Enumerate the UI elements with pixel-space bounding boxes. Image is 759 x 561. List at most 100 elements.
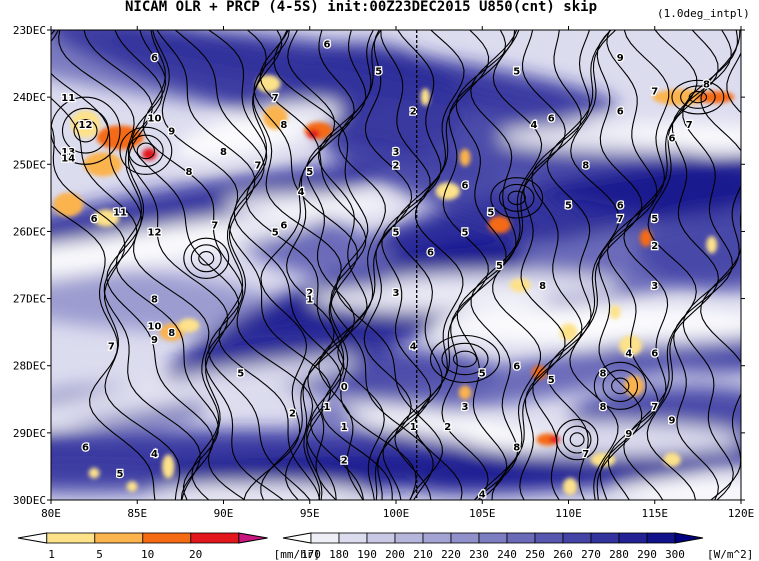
y-tick-label: 28DEC bbox=[13, 360, 46, 373]
olr-blob-light bbox=[174, 101, 342, 161]
u850-contour-ring bbox=[190, 244, 222, 273]
u850-contour-ring bbox=[136, 142, 156, 160]
contour-label: 8 bbox=[151, 295, 158, 306]
u850-contour-line bbox=[532, 30, 611, 500]
olr-colorbar-segment bbox=[618, 532, 648, 544]
precip-patch bbox=[549, 435, 561, 444]
contour-label: 10 bbox=[148, 113, 162, 124]
precip-colorbar-label: 1 bbox=[48, 548, 55, 561]
u850-contour-ring bbox=[671, 79, 725, 115]
u850-contour-line bbox=[253, 30, 417, 500]
u850-contour-ring bbox=[555, 418, 599, 461]
u850-contour-ring bbox=[593, 361, 647, 410]
u850-contour-line bbox=[623, 30, 719, 500]
contour-label: 7 bbox=[108, 342, 115, 353]
u850-contour-line bbox=[51, 30, 181, 500]
contour-label: 8 bbox=[280, 120, 287, 131]
precip-patch bbox=[142, 148, 157, 161]
olr-colorbar-label: 190 bbox=[357, 548, 377, 561]
olr-blob-light bbox=[154, 483, 362, 500]
olr-blob-light bbox=[51, 357, 359, 429]
u850-contour-line bbox=[243, 30, 336, 500]
precip-patch bbox=[53, 192, 84, 217]
contour-label: 12 bbox=[148, 227, 162, 238]
precip-patch bbox=[509, 278, 531, 293]
contour-label: 3 bbox=[393, 147, 400, 158]
contour-label: 7 bbox=[211, 221, 218, 232]
olr-colorbar-label: 260 bbox=[553, 548, 573, 561]
contour-label: 2 bbox=[393, 160, 400, 171]
contour-label: 1 bbox=[410, 422, 417, 433]
u850-contour-ring bbox=[73, 118, 98, 143]
u850-contour-ring bbox=[611, 377, 630, 395]
contour-label: 8 bbox=[186, 167, 193, 178]
x-tick-label: 105E bbox=[469, 507, 496, 520]
y-tick-label: 29DEC bbox=[13, 427, 46, 440]
contour-label: 6 bbox=[280, 221, 287, 232]
contour-label: 6 bbox=[324, 39, 331, 50]
contour-label: 6 bbox=[617, 107, 624, 118]
u850-contour-line bbox=[414, 30, 507, 500]
contour-label: 5 bbox=[393, 227, 400, 238]
contour-label: 7 bbox=[255, 160, 262, 171]
contour-label: 13 bbox=[61, 147, 75, 158]
precip-patch bbox=[488, 216, 511, 234]
precip-colorbar-upper-arrow bbox=[238, 532, 268, 544]
contour-label: 5 bbox=[651, 214, 658, 225]
precip-colorbar-lower-arrow bbox=[17, 532, 48, 544]
precip-colorbar-label: 5 bbox=[96, 548, 103, 561]
x-tick-label: 120E bbox=[728, 507, 755, 520]
olr-colorbar-segment bbox=[394, 532, 424, 544]
u850-contour-line bbox=[245, 30, 365, 500]
contour-label: 5 bbox=[479, 368, 486, 379]
contour-label: 7 bbox=[582, 449, 589, 460]
precip-patch bbox=[663, 452, 681, 467]
precip-patch bbox=[83, 152, 122, 177]
contour-label: 5 bbox=[272, 227, 279, 238]
u850-contour-line bbox=[252, 30, 393, 500]
contour-label: 5 bbox=[462, 227, 469, 238]
contour-label: 6 bbox=[462, 180, 469, 191]
olr-colorbar-label: 250 bbox=[525, 548, 545, 561]
u850-contour-ring bbox=[51, 96, 121, 165]
olr-blob-light bbox=[223, 194, 396, 215]
u850-contour-line bbox=[51, 205, 156, 500]
u850-contour-ring bbox=[128, 134, 164, 168]
contour-label: 6 bbox=[669, 133, 676, 144]
u850-contour-line bbox=[285, 30, 367, 500]
precip-colorbar-segment bbox=[190, 532, 240, 544]
u850-contour-ring bbox=[507, 190, 526, 206]
olr-blob bbox=[413, 451, 724, 495]
y-tick-label: 30DEC bbox=[13, 494, 46, 507]
precip-patch bbox=[458, 385, 472, 400]
contour-label: 7 bbox=[617, 214, 624, 225]
contour-label: 1 bbox=[324, 402, 331, 413]
olr-blob bbox=[296, 332, 741, 426]
olr-blob-light bbox=[378, 271, 621, 299]
olr-colorbar-units: [W/m^2] bbox=[707, 548, 753, 561]
contour-label: 8 bbox=[703, 80, 710, 91]
olr-colorbar-label: 300 bbox=[665, 548, 685, 561]
precip-colorbar-label: 20 bbox=[189, 548, 202, 561]
contour-label: 4 bbox=[531, 120, 538, 131]
u850-contour-line bbox=[596, 30, 658, 500]
contour-label: 5 bbox=[306, 167, 313, 178]
precip-colorbar-segment bbox=[142, 532, 192, 544]
contour-label: 6 bbox=[91, 214, 98, 225]
y-tick-label: 24DEC bbox=[13, 91, 46, 104]
precip-patch bbox=[161, 454, 175, 479]
u850-contour-line bbox=[337, 30, 413, 500]
y-tick-label: 27DEC bbox=[13, 293, 46, 306]
contour-label: 4 bbox=[625, 348, 632, 359]
axes: 80E 85E 90E 95E 100E 105E 110E 115E 120E 23DEC 24D… bbox=[13, 24, 754, 520]
olr-colorbar-upper-arrow bbox=[674, 532, 704, 544]
precip-patch bbox=[256, 75, 281, 93]
u850-contour-ring bbox=[441, 342, 489, 376]
precip-patch bbox=[88, 467, 100, 479]
contour-label: 2 bbox=[289, 409, 296, 420]
contour-label: 7 bbox=[686, 120, 693, 131]
precip-patch bbox=[706, 236, 718, 254]
u850-contour-ring bbox=[490, 177, 544, 219]
u850-contour-line bbox=[114, 30, 246, 500]
